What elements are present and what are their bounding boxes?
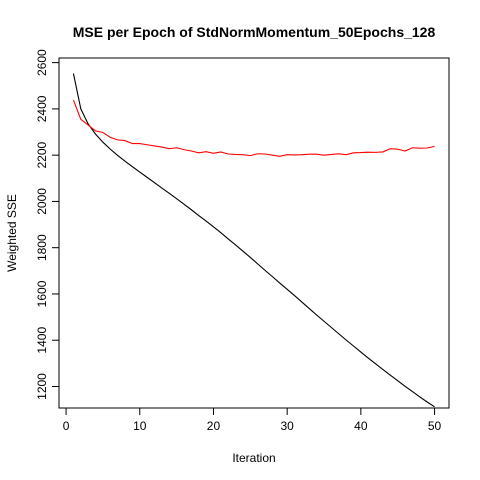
y-axis-label: Weighted SSE [5,194,19,272]
x-axis: 0 10 20 30 40 50 [63,408,442,433]
x-tick-label: 30 [280,419,294,433]
y-tick-label: 1600 [35,280,49,307]
x-tick-label: 40 [354,419,368,433]
x-tick-label: 0 [63,419,70,433]
x-tick-label: 20 [207,419,221,433]
series-line-1 [72,73,435,408]
y-tick-label: 2600 [35,49,49,76]
y-tick-label: 1400 [35,327,49,354]
y-tick-label: 2000 [35,188,49,215]
y-tick-label: 2200 [35,141,49,168]
y-tick-label: 2400 [35,95,49,122]
x-axis-label: Iteration [232,451,275,465]
series-line-2 [72,99,435,157]
y-tick-label: 1800 [35,234,49,261]
x-tick-label: 10 [133,419,147,433]
plot-frame [58,57,450,409]
chart-title: MSE per Epoch of StdNormMomentum_50Epoch… [73,24,436,40]
y-axis: 1200 1400 1600 1800 2000 2200 2400 2600 [35,49,59,400]
y-tick-label: 1200 [35,373,49,400]
x-tick-label: 50 [428,419,442,433]
series-group [72,73,435,408]
